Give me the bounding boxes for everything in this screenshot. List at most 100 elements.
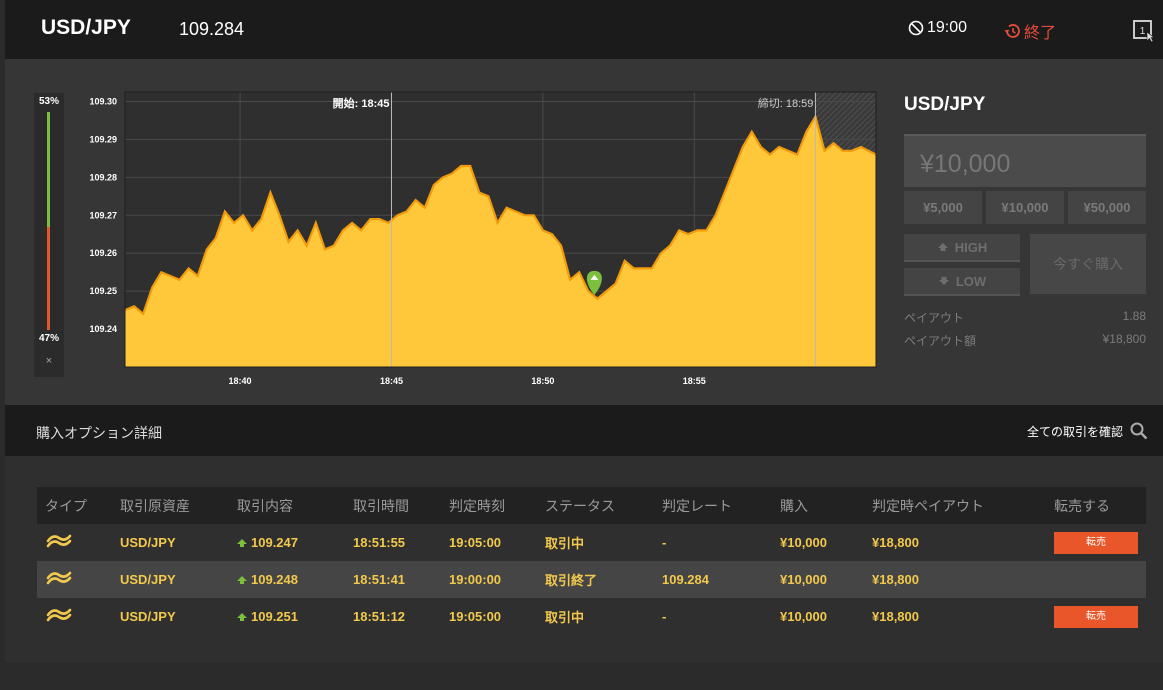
- trade-type-icon: [46, 534, 72, 548]
- col-type: タイプ: [37, 487, 112, 524]
- table-row[interactable]: USD/JPY 109.248 18:51:41 19:00:00 取引終了 1…: [37, 561, 1146, 598]
- quick-amount-50000[interactable]: ¥50,000: [1068, 191, 1146, 224]
- amount-input[interactable]: ¥10,000: [904, 134, 1146, 187]
- buy-now-button[interactable]: 今すぐ購入: [1030, 234, 1146, 294]
- status-cell: 取引中: [545, 536, 585, 551]
- arrow-up-icon: [937, 243, 948, 251]
- col-payout: 判定時ペイアウト: [864, 487, 1046, 524]
- low-button[interactable]: LOW: [904, 268, 1020, 296]
- high-label: HIGH: [954, 239, 988, 255]
- judge-rate-cell: 109.284: [654, 561, 772, 598]
- x-tick-label: 18:45: [380, 376, 403, 386]
- plot-border: [124, 91, 877, 368]
- col-time: 取引時間: [345, 487, 441, 524]
- trade-type-cell: [37, 561, 112, 598]
- trade-type-cell: [37, 598, 112, 635]
- price-chart: 109.30 109.29 109.28 109.27 109.26 109.25 109.…: [89, 91, 877, 386]
- col-judge-rate: 判定レート: [654, 487, 772, 524]
- resell-cell: 転売: [1046, 524, 1146, 561]
- x-tick-label: 18:55: [683, 376, 706, 386]
- purchase-cell: ¥10,000: [780, 535, 827, 550]
- y-tick-label: 109.25: [89, 286, 117, 296]
- x-tick-label: 18:50: [531, 376, 554, 386]
- asset-cell: USD/JPY: [120, 609, 176, 624]
- col-purchase: 購入: [772, 487, 864, 524]
- arrow-up-icon: [237, 613, 247, 621]
- resell-button[interactable]: 転売: [1054, 605, 1138, 628]
- table-header-row: タイプ 取引原資産 取引内容 取引時間 判定時刻 ステータス 判定レート 購入 …: [37, 487, 1146, 524]
- y-tick-label: 109.29: [89, 134, 117, 144]
- col-status: ステータス: [537, 487, 654, 524]
- resell-cell: 転売: [1046, 598, 1146, 635]
- col-judge-time: 判定時刻: [441, 487, 537, 524]
- resell-button[interactable]: 転売: [1054, 531, 1138, 554]
- payout-value: 1.88: [1122, 309, 1146, 323]
- content-value: 109.248: [251, 572, 298, 587]
- col-asset: 取引原資産: [112, 487, 229, 524]
- high-sentiment-bar: [47, 112, 50, 227]
- content-cell: 109.247: [229, 524, 345, 561]
- x-tick-label: 18:40: [229, 376, 252, 386]
- judge-time-cell: 19:00:00: [441, 561, 537, 598]
- all-trades-link[interactable]: 全ての取引を確認: [1027, 421, 1149, 441]
- current-rate: 109.284: [179, 19, 245, 39]
- high-button[interactable]: HIGH: [904, 234, 1020, 262]
- payout-cell: ¥18,800: [872, 535, 919, 550]
- table-row[interactable]: USD/JPY 109.247 18:51:55 19:05:00 取引中 - …: [37, 524, 1146, 561]
- judge-time-cell: 19:05:00: [449, 535, 502, 550]
- asset-cell: USD/JPY: [112, 561, 229, 598]
- table-row[interactable]: USD/JPY 109.251 18:51:12 19:05:00 取引中 - …: [37, 598, 1146, 635]
- purchase-cell: ¥10,000: [780, 609, 827, 624]
- quick-amount-5000[interactable]: ¥5,000: [904, 191, 982, 224]
- trade-type-icon: [46, 608, 72, 622]
- expiry-time-label: 19:00: [927, 19, 968, 36]
- col-resell: 転売する: [1046, 487, 1146, 524]
- trade-type-icon: [46, 571, 72, 585]
- judge-time-cell: 19:05:00: [449, 609, 502, 624]
- y-tick-label: 109.27: [89, 210, 117, 220]
- asset-cell: USD/JPY: [120, 535, 176, 550]
- time-cell: 18:51:55: [353, 535, 406, 550]
- price-area: [125, 116, 876, 367]
- start-time-label: 開始: 18:45: [333, 96, 390, 110]
- status-cell: 取引終了: [537, 561, 654, 598]
- high-percentage: 53%: [38, 96, 59, 107]
- payout-cell: ¥18,800: [864, 561, 1046, 598]
- close-gauge-button[interactable]: ×: [45, 355, 53, 367]
- pair-title: USD/JPY: [41, 16, 131, 39]
- status-cell: 取引中: [545, 610, 585, 625]
- payout-label: ペイアウト: [904, 311, 965, 325]
- order-panel: USD/JPY ¥10,000 ¥5,000 ¥10,000 ¥50,000 H…: [904, 94, 1146, 348]
- search-icon: [1130, 422, 1148, 440]
- judge-rate-cell: -: [662, 609, 667, 624]
- entry-marker-arrow: [590, 274, 599, 280]
- sentiment-gauge: 53% 47% ×: [34, 93, 64, 377]
- history-icon: [1004, 24, 1020, 38]
- trades-table: タイプ 取引原資産 取引内容 取引時間 判定時刻 ステータス 判定レート 購入 …: [37, 487, 1146, 635]
- judge-rate-cell: -: [662, 535, 667, 550]
- new-window-icon[interactable]: 1: [1132, 18, 1156, 42]
- content-value: 109.247: [251, 535, 298, 550]
- content-value: 109.251: [251, 609, 298, 624]
- trades-table-panel: タイプ 取引原資産 取引内容 取引時間 判定時刻 ステータス 判定レート 購入 …: [5, 456, 1163, 662]
- time-cell: 18:51:41: [345, 561, 441, 598]
- quick-amounts: ¥5,000 ¥10,000 ¥50,000: [904, 191, 1146, 224]
- expiry-time[interactable]: 19:00: [908, 19, 967, 37]
- trade-type-cell: [37, 524, 112, 561]
- payout-amount-value: ¥18,800: [1102, 332, 1146, 346]
- resell-cell: [1046, 561, 1146, 598]
- content-cell: 109.248: [229, 561, 345, 598]
- arrow-down-icon: [938, 277, 949, 285]
- details-bar: 購入オプション詳細 全ての取引を確認: [5, 405, 1163, 456]
- order-pair-title: USD/JPY: [904, 94, 986, 115]
- all-trades-label: 全ての取引を確認: [1026, 424, 1123, 439]
- quick-amount-10000[interactable]: ¥10,000: [986, 191, 1064, 224]
- low-label: LOW: [955, 273, 987, 289]
- end-label: 終了: [1024, 25, 1057, 42]
- low-sentiment-bar: [47, 227, 50, 330]
- payout-cell: ¥18,800: [872, 609, 919, 624]
- payout-amount-row: ペイアウト額 ¥18,800: [904, 332, 1146, 349]
- y-tick-label: 109.30: [89, 96, 117, 106]
- end-status[interactable]: 終了: [1003, 19, 1056, 43]
- y-tick-label: 109.24: [89, 324, 117, 334]
